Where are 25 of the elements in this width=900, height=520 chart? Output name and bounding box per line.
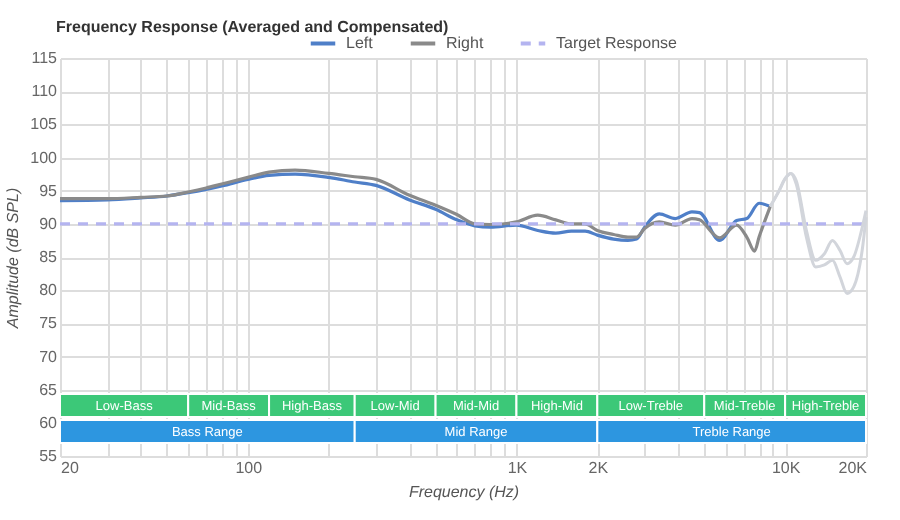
y-tick-label: 80 [39,281,59,300]
y-axis-title: Amplitude (dB SPL) [4,187,23,331]
y-tick-label: 65 [39,380,59,399]
x-axis-title: Frequency (Hz) [408,483,520,501]
legend-label: Left [346,33,375,52]
x-tick-label: 10K [771,459,802,477]
y-tick-label: 85 [39,248,59,266]
legend-label: Target Response [556,33,679,52]
y-tick-label: 60 [39,413,59,432]
x-tick-label: 1K [507,459,529,477]
y-tick-label: 70 [39,347,59,366]
y-tick-label: 105 [30,115,59,134]
y-tick-label: 115 [31,49,59,67]
y-tick-label: 90 [39,214,59,233]
y-tick-label: 75 [39,314,59,333]
x-tick-label: 2K [588,459,610,477]
x-tick-label: 20K [838,459,869,477]
chart-title: Frequency Response (Averaged and Compensated) [56,18,450,36]
y-tick-label: 95 [39,181,59,200]
legend-label: Right [446,33,485,52]
x-tick-label: 20 [61,459,80,477]
y-tick-label: 100 [30,148,59,167]
y-tick-label: 55 [39,447,59,465]
x-tick-label: 100 [235,459,264,477]
y-tick-label: 110 [31,82,59,101]
